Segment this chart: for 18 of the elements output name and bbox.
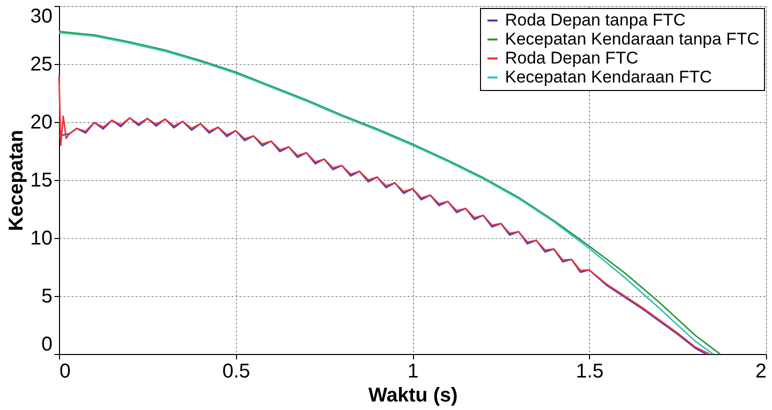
x-tick-label: 1 [407, 360, 419, 382]
legend-label: Kecepatan Kendaraan tanpa FTC [505, 30, 760, 48]
legend-label: Kecepatan Kendaraan FTC [505, 68, 712, 86]
y-tick-label: 10 [30, 228, 52, 250]
y-tick-label: 30 [30, 6, 52, 28]
x-axis-title: Waktu (s) [368, 384, 458, 406]
y-tick-label: 0 [41, 334, 52, 356]
x-tick-label: 2 [755, 360, 766, 382]
y-tick-label: 15 [30, 170, 52, 192]
y-tick-label: 5 [41, 286, 52, 308]
x-tick-label: 1.5 [576, 360, 604, 382]
legend-label: Roda Depan tanpa FTC [505, 10, 686, 30]
y-tick-label: 25 [30, 54, 52, 76]
y-tick-label: 20 [30, 112, 52, 134]
x-tick-label: 0 [60, 360, 71, 382]
legend-label: Roda Depan FTC [505, 48, 638, 68]
y-axis-title: Kecepatan [5, 130, 28, 232]
x-tick-label: 0.5 [222, 360, 250, 382]
